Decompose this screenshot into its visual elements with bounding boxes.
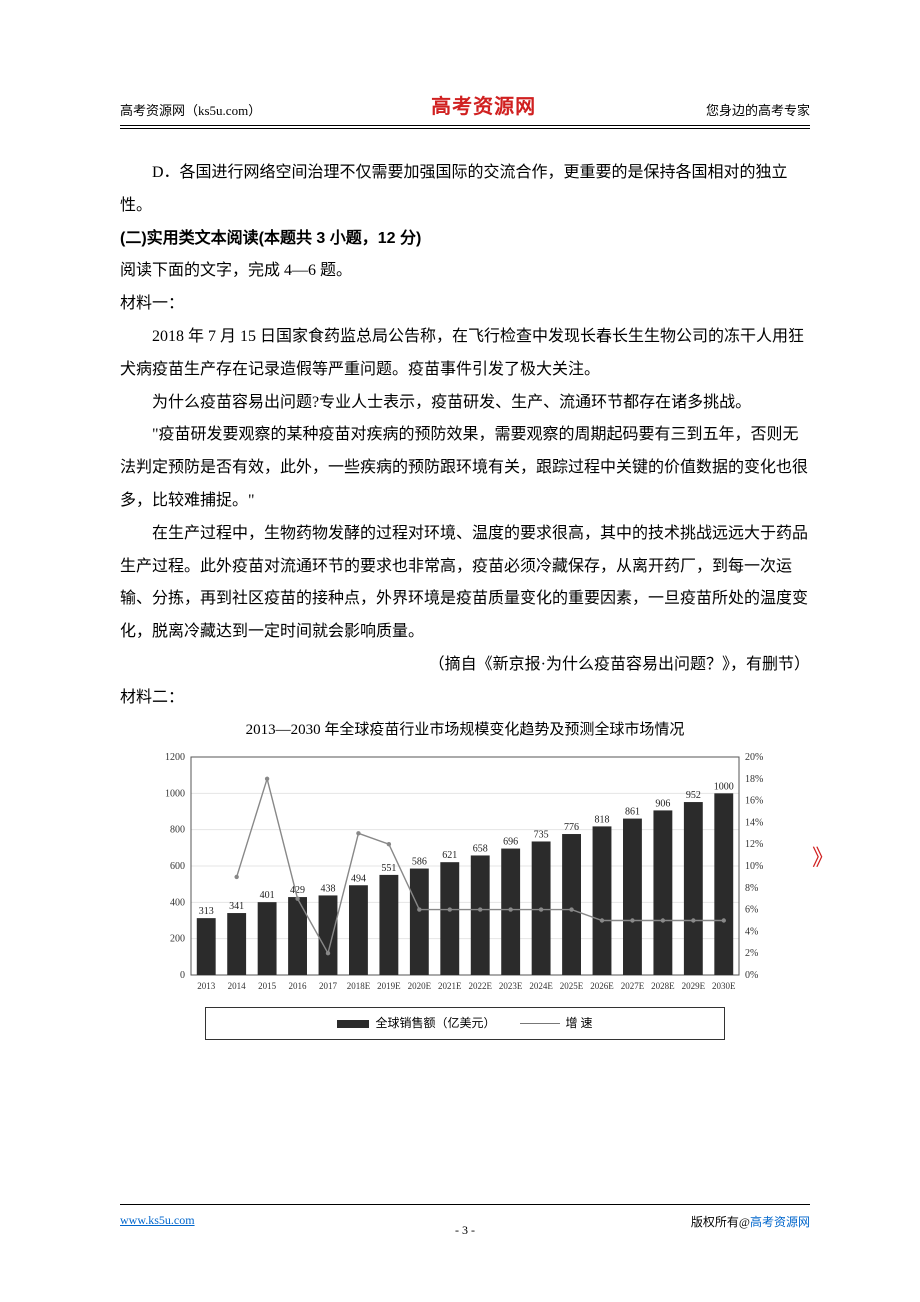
svg-text:2029E: 2029E (682, 981, 706, 991)
svg-text:551: 551 (381, 863, 396, 874)
legend-bar-swatch (337, 1020, 369, 1028)
svg-text:1000: 1000 (165, 789, 185, 800)
instruction-text: 阅读下面的文字，完成 4—6 题。 (120, 255, 810, 288)
svg-text:2025E: 2025E (560, 981, 584, 991)
svg-text:2019E: 2019E (377, 981, 401, 991)
svg-text:800: 800 (170, 825, 185, 836)
svg-text:861: 861 (625, 807, 640, 818)
svg-text:16%: 16% (745, 796, 763, 807)
svg-text:4%: 4% (745, 927, 758, 938)
material-2-label: 材料二： (120, 682, 810, 715)
page-container: 高考资源网（ks5u.com） 高考资源网 您身边的高考专家 D．各国进行网络空… (0, 0, 920, 1040)
legend-bar-label: 全球销售额（亿美元） (375, 1011, 495, 1036)
svg-text:0: 0 (180, 970, 185, 981)
material-1-p4: 在生产过程中，生物药物发酵的过程对环境、温度的要求很高，其中的技术挑战远远大于药… (120, 518, 810, 649)
svg-text:2023E: 2023E (499, 981, 523, 991)
svg-text:8%: 8% (745, 883, 758, 894)
svg-text:818: 818 (595, 815, 610, 826)
page-header: 高考资源网（ks5u.com） 高考资源网 您身边的高考专家 (120, 90, 810, 126)
svg-text:2017: 2017 (319, 981, 338, 991)
svg-text:952: 952 (686, 790, 701, 801)
svg-text:438: 438 (321, 884, 336, 895)
legend-line-swatch (520, 1023, 560, 1024)
section-heading: (二)实用类文本阅读(本题共 3 小题，12 分) (120, 223, 810, 256)
svg-text:2014: 2014 (228, 981, 247, 991)
svg-text:2018E: 2018E (347, 981, 371, 991)
svg-text:2030E: 2030E (712, 981, 736, 991)
svg-text:586: 586 (412, 857, 427, 868)
svg-text:776: 776 (564, 822, 579, 833)
svg-text:2016: 2016 (289, 981, 308, 991)
svg-text:1000: 1000 (714, 782, 734, 793)
legend-line-item: 增 速 (520, 1011, 593, 1036)
footer-copyright: 版权所有@高考资源网 (691, 1213, 810, 1230)
svg-text:1200: 1200 (165, 752, 185, 763)
svg-text:2013: 2013 (197, 981, 216, 991)
svg-text:2022E: 2022E (468, 981, 492, 991)
document-body: D．各国进行网络空间治理不仅需要加强国际的交流合作，更重要的是保持各国相对的独立… (120, 157, 810, 1040)
material-1-label: 材料一： (120, 288, 810, 321)
svg-text:621: 621 (442, 850, 457, 861)
svg-text:429: 429 (290, 885, 305, 896)
side-annotation-icon: 》 (812, 840, 834, 872)
svg-text:18%: 18% (745, 774, 763, 785)
svg-text:313: 313 (199, 906, 214, 917)
svg-text:14%: 14% (745, 818, 763, 829)
svg-text:2020E: 2020E (408, 981, 432, 991)
header-left-text: 高考资源网（ks5u.com） (120, 100, 261, 119)
material-1-p2: 为什么疫苗容易出问题?专业人士表示，疫苗研发、生产、流通环节都存在诸多挑战。 (120, 387, 810, 420)
svg-text:2027E: 2027E (621, 981, 645, 991)
svg-text:341: 341 (229, 901, 244, 912)
svg-text:200: 200 (170, 934, 185, 945)
svg-text:6%: 6% (745, 905, 758, 916)
svg-text:906: 906 (655, 799, 670, 810)
footer-copyright-prefix: 版权所有@ (691, 1215, 750, 1229)
svg-text:2015: 2015 (258, 981, 277, 991)
footer-page-number: - 3 - (455, 1223, 475, 1238)
footer-copyright-link[interactable]: 高考资源网 (750, 1215, 810, 1229)
svg-text:2028E: 2028E (651, 981, 675, 991)
chart-legend: 全球销售额（亿美元） 增 速 (205, 1007, 725, 1040)
chart-container: 0 200 400 600 800 1000 1200 0% 2% 4% 6% 8% 10% 12% 14%… (145, 745, 785, 1040)
svg-text:401: 401 (260, 890, 275, 901)
material-1-source: （摘自《新京报·为什么疫苗容易出问题？》，有删节） (120, 649, 810, 682)
svg-text:2026E: 2026E (590, 981, 614, 991)
chart-title: 2013—2030 年全球疫苗行业市场规模变化趋势及预测全球市场情况 (120, 715, 810, 746)
svg-text:20%: 20% (745, 752, 763, 763)
bar-line-chart: 0 200 400 600 800 1000 1200 0% 2% 4% 6% 8% 10% 12% 14%… (145, 745, 785, 1005)
material-1-p3: "疫苗研发要观察的某种疫苗对疾病的预防效果，需要观察的周期起码要有三到五年，否则… (120, 419, 810, 517)
svg-text:600: 600 (170, 861, 185, 872)
legend-line-label: 增 速 (566, 1011, 593, 1036)
svg-text:735: 735 (534, 830, 549, 841)
svg-text:0%: 0% (745, 970, 758, 981)
header-right-text: 您身边的高考专家 (706, 100, 810, 119)
svg-text:10%: 10% (745, 861, 763, 872)
svg-text:696: 696 (503, 837, 518, 848)
header-underline (120, 128, 810, 129)
svg-text:2021E: 2021E (438, 981, 462, 991)
legend-bar-item: 全球销售额（亿美元） (337, 1011, 495, 1036)
option-d-text: D．各国进行网络空间治理不仅需要加强国际的交流合作，更重要的是保持各国相对的独立… (120, 157, 810, 223)
material-1-p1: 2018 年 7 月 15 日国家食药监总局公告称，在飞行检查中发现长春长生生物… (120, 321, 810, 387)
svg-text:400: 400 (170, 898, 185, 909)
svg-text:494: 494 (351, 874, 366, 885)
svg-text:2024E: 2024E (529, 981, 553, 991)
page-footer: www.ks5u.com - 3 - 版权所有@高考资源网 (120, 1204, 810, 1230)
header-center-logo-text: 高考资源网 (431, 90, 536, 119)
svg-text:12%: 12% (745, 839, 763, 850)
svg-text:658: 658 (473, 844, 488, 855)
svg-text:2%: 2% (745, 948, 758, 959)
footer-url-link[interactable]: www.ks5u.com (120, 1213, 195, 1228)
